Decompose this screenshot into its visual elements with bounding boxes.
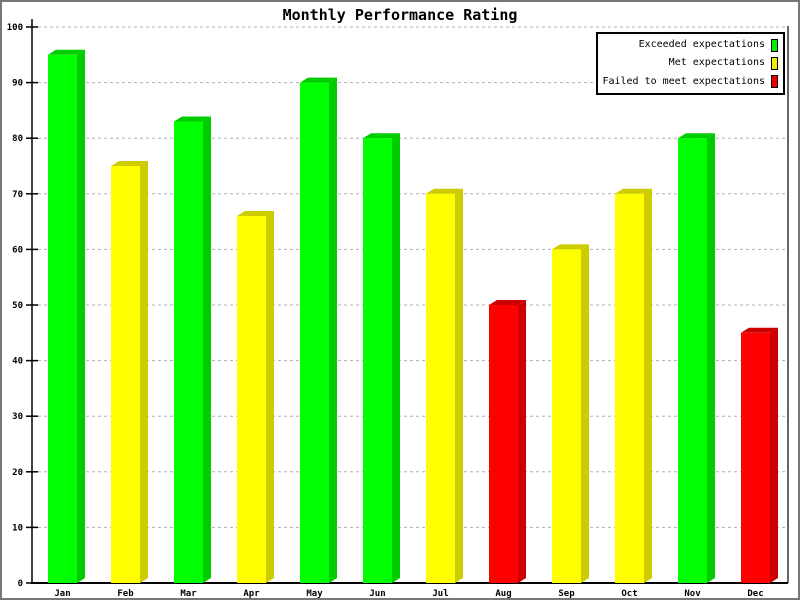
chart-title: Monthly Performance Rating — [282, 6, 518, 24]
x-axis-label-Oct: Oct — [621, 589, 637, 599]
bar-top-Dec — [741, 327, 778, 333]
bar-Aug — [489, 305, 518, 583]
y-axis-label-100: 100 — [7, 23, 23, 33]
x-axis-label-Dec: Dec — [747, 589, 763, 599]
x-axis-label-Feb: Feb — [117, 589, 134, 599]
y-axis-label-30: 30 — [12, 412, 23, 422]
x-axis-label-Apr: Apr — [243, 589, 260, 599]
legend-swatch-met — [771, 56, 778, 70]
bar-Sep — [552, 249, 581, 583]
bar-Jul — [426, 193, 455, 584]
bar-Dec — [741, 332, 770, 583]
bar-side-Oct — [644, 188, 652, 584]
legend-label-failed: Failed to meet expectations — [602, 75, 765, 87]
y-axis-label-60: 60 — [12, 245, 23, 255]
bar-side-Apr — [266, 211, 274, 584]
bar-Jun — [363, 138, 392, 583]
bar-side-May — [329, 77, 337, 583]
x-axis-label-Jul: Jul — [432, 589, 448, 599]
legend-item-met: Met expectations — [602, 56, 778, 70]
x-axis-label-Sep: Sep — [558, 589, 575, 599]
bar-May — [300, 82, 329, 583]
legend-item-failed: Failed to meet expectations — [602, 75, 778, 89]
bar-side-Jan — [77, 49, 85, 584]
bar-top-Jan — [48, 49, 85, 55]
y-axis-label-80: 80 — [12, 134, 23, 144]
bar-top-Mar — [174, 116, 211, 122]
x-axis-label-May: May — [306, 589, 323, 599]
bar-top-Apr — [237, 211, 274, 217]
bar-Feb — [111, 166, 140, 583]
bar-side-Jul — [455, 188, 463, 584]
bar-top-Oct — [615, 188, 652, 194]
bar-top-May — [300, 77, 337, 83]
bar-side-Feb — [140, 161, 148, 583]
y-axis-label-90: 90 — [12, 79, 23, 89]
bar-Jan — [48, 54, 77, 584]
bar-Apr — [237, 216, 266, 584]
y-axis-label-10: 10 — [12, 523, 23, 533]
bar-Oct — [615, 193, 644, 584]
bar-top-Sep — [552, 244, 589, 250]
x-axis-label-Jan: Jan — [54, 589, 70, 599]
legend-label-met: Met expectations — [668, 57, 765, 69]
x-axis-label-Mar: Mar — [180, 589, 197, 599]
y-axis-label-0: 0 — [18, 579, 23, 589]
bar-side-Sep — [581, 244, 589, 583]
y-axis-label-70: 70 — [12, 190, 23, 200]
x-axis-label-Aug: Aug — [495, 589, 511, 599]
x-axis-label-Jun: Jun — [369, 589, 385, 599]
bar-side-Aug — [518, 300, 526, 583]
x-axis-label-Nov: Nov — [684, 589, 701, 599]
bar-top-Feb — [111, 161, 148, 166]
bar-top-Aug — [489, 300, 526, 305]
bar-side-Nov — [707, 133, 715, 583]
legend-swatch-failed — [771, 75, 778, 89]
bar-top-Jun — [363, 133, 400, 139]
y-axis-label-20: 20 — [12, 468, 23, 478]
y-axis-label-40: 40 — [12, 357, 23, 367]
bar-side-Jun — [392, 133, 400, 583]
bar-side-Mar — [203, 116, 211, 584]
legend-box: Exceeded expectations Met expectations F… — [596, 32, 785, 95]
bar-top-Nov — [678, 133, 715, 139]
bar-Nov — [678, 138, 707, 583]
legend-label-exceeded: Exceeded expectations — [638, 39, 765, 51]
bar-top-Jul — [426, 188, 463, 194]
bar-Mar — [174, 121, 203, 584]
legend-item-exceeded: Exceeded expectations — [602, 38, 778, 52]
legend-swatch-exceeded — [771, 38, 778, 52]
bar-side-Dec — [770, 327, 778, 583]
y-axis-label-50: 50 — [12, 301, 23, 311]
